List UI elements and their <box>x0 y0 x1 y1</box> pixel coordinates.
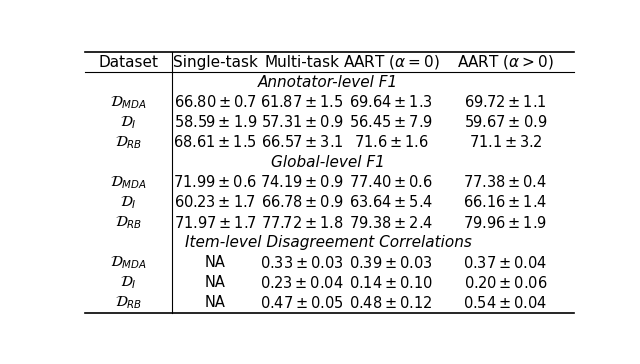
Text: $66.78 \pm 0.9$: $66.78 \pm 0.9$ <box>260 194 344 210</box>
Text: $0.39 \pm 0.03$: $0.39 \pm 0.03$ <box>349 255 433 270</box>
Text: $\mathcal{D}_{RB}$: $\mathcal{D}_{RB}$ <box>115 214 142 231</box>
Text: Annotator-level F1: Annotator-level F1 <box>258 75 398 90</box>
Text: Item-level Disagreement Correlations: Item-level Disagreement Correlations <box>184 235 472 250</box>
Text: $69.72 \pm 1.1$: $69.72 \pm 1.1$ <box>464 94 547 110</box>
Text: $77.72 \pm 1.8$: $77.72 \pm 1.8$ <box>261 214 343 230</box>
Text: $77.40 \pm 0.6$: $77.40 \pm 0.6$ <box>349 174 433 190</box>
Text: $61.87 \pm 1.5$: $61.87 \pm 1.5$ <box>260 94 344 110</box>
Text: $0.20 \pm 0.06$: $0.20 \pm 0.06$ <box>463 275 547 291</box>
Text: Multi-task: Multi-task <box>264 55 339 70</box>
Text: $0.54 \pm 0.04$: $0.54 \pm 0.04$ <box>463 295 547 311</box>
Text: $0.14 \pm 0.10$: $0.14 \pm 0.10$ <box>349 275 433 291</box>
Text: $\mathcal{D}_{I}$: $\mathcal{D}_{I}$ <box>120 114 137 131</box>
Text: $0.33 \pm 0.03$: $0.33 \pm 0.03$ <box>260 255 344 270</box>
Text: $71.6 \pm 1.6$: $71.6 \pm 1.6$ <box>354 134 429 150</box>
Text: $71.1 \pm 3.2$: $71.1 \pm 3.2$ <box>468 134 542 150</box>
Text: $74.19 \pm 0.9$: $74.19 \pm 0.9$ <box>260 174 344 190</box>
Text: $66.80 \pm 0.7$: $66.80 \pm 0.7$ <box>174 94 257 110</box>
Text: $71.97 \pm 1.7$: $71.97 \pm 1.7$ <box>174 214 257 230</box>
Text: $77.38 \pm 0.4$: $77.38 \pm 0.4$ <box>463 174 547 190</box>
Text: $\mathcal{D}_{I}$: $\mathcal{D}_{I}$ <box>120 194 137 211</box>
Text: $\mathcal{D}_{MDA}$: $\mathcal{D}_{MDA}$ <box>110 254 147 271</box>
Text: $69.64 \pm 1.3$: $69.64 \pm 1.3$ <box>349 94 433 110</box>
Text: $68.61 \pm 1.5$: $68.61 \pm 1.5$ <box>173 134 257 150</box>
Text: $\mathcal{D}_{RB}$: $\mathcal{D}_{RB}$ <box>115 294 142 311</box>
Text: $79.38 \pm 2.4$: $79.38 \pm 2.4$ <box>349 214 433 230</box>
Text: $71.99 \pm 0.6$: $71.99 \pm 0.6$ <box>173 174 257 190</box>
Text: Global-level F1: Global-level F1 <box>271 155 385 170</box>
Text: $60.23 \pm 1.7$: $60.23 \pm 1.7$ <box>174 194 256 210</box>
Text: Dataset: Dataset <box>99 55 158 70</box>
Text: $59.67 \pm 0.9$: $59.67 \pm 0.9$ <box>464 114 547 130</box>
Text: Single-task: Single-task <box>173 55 257 70</box>
Text: $79.96 \pm 1.9$: $79.96 \pm 1.9$ <box>463 214 547 230</box>
Text: AART ($\alpha > 0$): AART ($\alpha > 0$) <box>457 53 554 71</box>
Text: $0.23 \pm 0.04$: $0.23 \pm 0.04$ <box>260 275 344 291</box>
Text: NA: NA <box>205 275 225 290</box>
Text: $\mathcal{D}_{MDA}$: $\mathcal{D}_{MDA}$ <box>110 94 147 111</box>
Text: $57.31 \pm 0.9$: $57.31 \pm 0.9$ <box>260 114 344 130</box>
Text: AART ($\alpha = 0$): AART ($\alpha = 0$) <box>343 53 440 71</box>
Text: $56.45 \pm 7.9$: $56.45 \pm 7.9$ <box>349 114 433 130</box>
Text: $66.57 \pm 3.1$: $66.57 \pm 3.1$ <box>260 134 343 150</box>
Text: $0.48 \pm 0.12$: $0.48 \pm 0.12$ <box>349 295 433 311</box>
Text: $\mathcal{D}_{RB}$: $\mathcal{D}_{RB}$ <box>115 134 142 151</box>
Text: $66.16 \pm 1.4$: $66.16 \pm 1.4$ <box>463 194 547 210</box>
Text: $63.64 \pm 5.4$: $63.64 \pm 5.4$ <box>349 194 433 210</box>
Text: $0.37 \pm 0.04$: $0.37 \pm 0.04$ <box>463 255 547 270</box>
Text: NA: NA <box>205 255 225 270</box>
Text: $\mathcal{D}_{I}$: $\mathcal{D}_{I}$ <box>120 274 137 291</box>
Text: $\mathcal{D}_{MDA}$: $\mathcal{D}_{MDA}$ <box>110 174 147 191</box>
Text: $0.47 \pm 0.05$: $0.47 \pm 0.05$ <box>260 295 344 311</box>
Text: NA: NA <box>205 295 225 310</box>
Text: $58.59 \pm 1.9$: $58.59 \pm 1.9$ <box>173 114 257 130</box>
